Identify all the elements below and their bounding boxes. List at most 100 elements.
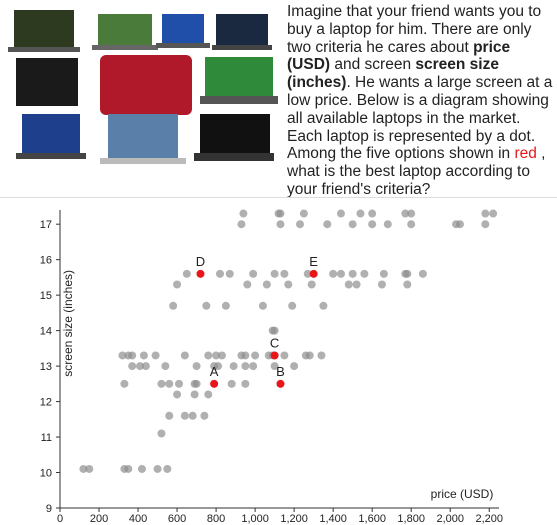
y-tick-label: 13 (40, 361, 52, 373)
y-tick-label: 15 (40, 290, 52, 302)
data-point (79, 464, 88, 473)
data-point (196, 269, 205, 278)
data-point (455, 220, 464, 229)
data-point (270, 362, 279, 371)
y-tick-label: 10 (40, 468, 52, 480)
data-point (352, 280, 361, 289)
data-point (251, 351, 260, 360)
data-point (215, 269, 224, 278)
data-point (481, 220, 490, 229)
data-point (348, 269, 357, 278)
data-point (180, 411, 189, 420)
data-point (270, 351, 279, 360)
data-point (262, 280, 271, 289)
data-point (280, 351, 289, 360)
data-point (309, 269, 318, 278)
data-point (249, 269, 258, 278)
data-point (141, 362, 150, 371)
data-point (249, 362, 258, 371)
data-point (305, 351, 314, 360)
point-label: A (210, 364, 219, 379)
data-point (200, 411, 209, 420)
data-point (239, 209, 248, 218)
data-point (190, 390, 199, 399)
data-point (202, 301, 211, 310)
data-point (192, 362, 201, 371)
data-point (270, 269, 279, 278)
question-bold: screen size (inches) (287, 56, 499, 92)
data-point (290, 362, 299, 371)
data-point (344, 280, 353, 289)
data-point (180, 351, 189, 360)
data-point (151, 351, 160, 360)
data-point (270, 326, 279, 335)
data-point (241, 351, 250, 360)
data-point (348, 220, 357, 229)
data-point (165, 411, 174, 420)
data-point (137, 464, 146, 473)
data-point (303, 269, 312, 278)
question-red: red (514, 145, 537, 163)
data-point (229, 362, 238, 371)
data-point (336, 269, 345, 278)
x-axis-label: price (USD) (431, 487, 494, 501)
data-point (379, 269, 388, 278)
data-point (307, 280, 316, 289)
x-tick-label: 400 (129, 513, 147, 525)
data-point (182, 269, 191, 278)
x-tick-label: 1,000 (241, 513, 269, 525)
data-point (276, 209, 285, 218)
data-point (169, 301, 178, 310)
data-point (237, 220, 246, 229)
data-point (139, 351, 148, 360)
data-point (217, 351, 226, 360)
data-point (401, 209, 410, 218)
data-point (368, 209, 377, 218)
data-point (299, 209, 308, 218)
data-point (481, 209, 490, 218)
question-bold: price (USD) (287, 38, 511, 74)
data-point (212, 351, 221, 360)
data-point (175, 379, 184, 388)
data-point (323, 220, 332, 229)
data-point (368, 220, 377, 229)
header: Imagine that your friend wants you to bu… (0, 0, 557, 199)
data-point (377, 280, 386, 289)
data-point (124, 464, 133, 473)
point-label: D (196, 254, 205, 269)
data-point (336, 209, 345, 218)
data-point (241, 379, 250, 388)
x-tick-label: 2,000 (436, 513, 464, 525)
data-point (225, 269, 234, 278)
data-point (288, 301, 297, 310)
question-text: Imagine that your friend wants you to bu… (287, 3, 555, 199)
x-tick-label: 200 (90, 513, 108, 525)
data-point (204, 351, 213, 360)
data-point (157, 429, 166, 438)
data-point (243, 280, 252, 289)
data-point (276, 379, 285, 388)
data-point (188, 411, 197, 420)
data-point (241, 362, 250, 371)
data-point (118, 351, 127, 360)
data-point (165, 379, 174, 388)
x-tick-label: 1,200 (280, 513, 308, 525)
data-point (403, 280, 412, 289)
data-point (295, 220, 304, 229)
data-point (128, 362, 137, 371)
question-plain: , what is the best laptop according to y… (287, 145, 546, 198)
data-point (407, 209, 416, 218)
y-tick-label: 16 (40, 255, 52, 267)
x-tick-label: 1,400 (319, 513, 347, 525)
laptop-images (8, 10, 278, 164)
data-point (153, 464, 162, 473)
data-point (204, 390, 213, 399)
data-point (135, 362, 144, 371)
laptop-photo (8, 10, 278, 164)
data-point (284, 280, 293, 289)
point-label: C (270, 335, 279, 350)
chart: price (USD) screen size (inches) 0 200 400… (40, 209, 503, 525)
data-point (319, 301, 328, 310)
data-point (214, 362, 223, 371)
